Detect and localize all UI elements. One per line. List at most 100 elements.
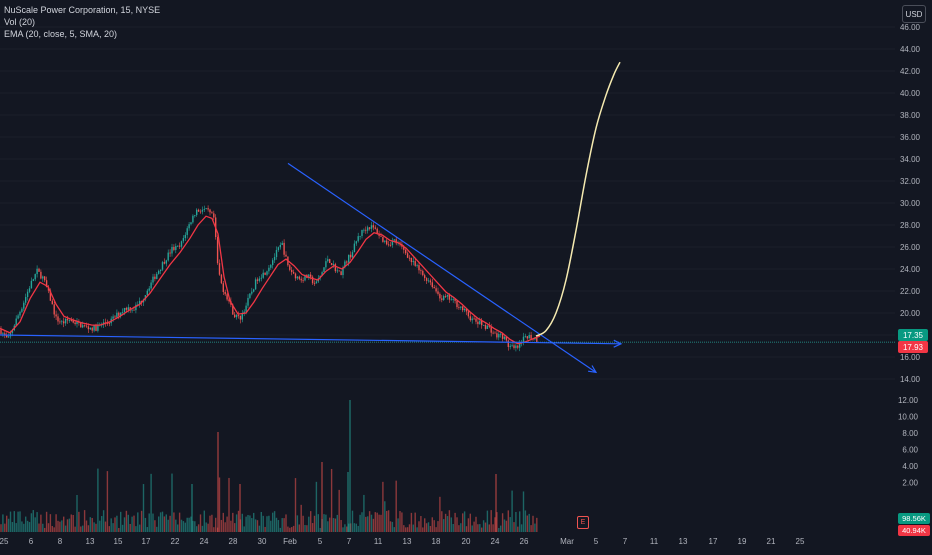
- time-tick-label: 26: [520, 537, 529, 546]
- candle-body: [513, 345, 515, 348]
- candle-body: [338, 270, 340, 272]
- time-axis[interactable]: 25 6 8 13 15 17 22 24 28 30 Feb 5 7 11 13 18 20 24 26 Mar 5 7…: [0, 537, 805, 546]
- candle-body: [45, 280, 48, 288]
- volume-bar: [137, 512, 139, 532]
- candle-body: [161, 262, 164, 270]
- candle-body: [213, 213, 215, 218]
- candle-body: [484, 324, 487, 329]
- price-tick-label: 32.00: [900, 177, 921, 186]
- ema-indicator-label[interactable]: EMA (20, close, 5, SMA, 20): [4, 29, 118, 39]
- volume-bar: [199, 514, 202, 532]
- volume-bar: [266, 516, 268, 532]
- candle-body: [515, 345, 517, 348]
- volume-spike: [349, 400, 351, 532]
- candle-body: [264, 272, 266, 275]
- candle-body: [150, 282, 152, 289]
- time-tick-label: 21: [767, 537, 776, 546]
- volume-bar: [251, 518, 253, 532]
- candle-body: [121, 312, 124, 313]
- symbol-title[interactable]: NuScale Power Corporation, 15, NYSE: [4, 5, 161, 15]
- candle-body: [135, 304, 137, 311]
- volume-bar: [427, 522, 430, 532]
- volume-bar: [196, 526, 198, 532]
- volume-bar: [102, 510, 105, 532]
- time-tick-label: 25: [0, 537, 9, 546]
- volume-bar: [462, 513, 464, 532]
- volume-bar: [450, 517, 452, 532]
- candle-body: [74, 322, 76, 325]
- candle-body: [376, 228, 378, 235]
- volume-bar: [209, 515, 211, 532]
- volume-bar: [492, 524, 494, 532]
- candle-body: [351, 252, 354, 258]
- volume-bar: [277, 520, 280, 532]
- candle-body: [254, 279, 257, 290]
- candle-body: [344, 261, 346, 268]
- candle-body: [32, 279, 34, 281]
- candle-body: [509, 345, 511, 347]
- candle-body: [2, 333, 4, 335]
- candle-body: [194, 215, 196, 216]
- volume-bar: [486, 510, 489, 532]
- volume-tick-label: 6.00: [902, 446, 918, 455]
- candle-body: [177, 245, 179, 247]
- candle-body: [315, 281, 318, 284]
- volume-bar: [444, 513, 447, 532]
- candle-body: [473, 318, 475, 320]
- projection-curve[interactable]: [535, 61, 621, 337]
- volume-bar: [140, 510, 143, 532]
- price-tick-label: 16.00: [900, 353, 921, 362]
- candle-body: [186, 228, 188, 235]
- volume-bar: [536, 517, 538, 532]
- volume-spike: [191, 484, 193, 532]
- candle-body: [507, 340, 509, 347]
- volume-bar: [300, 504, 302, 532]
- candle-body: [131, 309, 133, 311]
- volume-bar: [431, 517, 433, 532]
- volume-bar: [235, 514, 238, 532]
- volume-bar: [482, 520, 485, 532]
- volume-bar: [154, 520, 156, 532]
- volume-bar: [382, 481, 384, 532]
- volume-bar: [15, 523, 17, 532]
- candle-body: [23, 302, 25, 309]
- volume-bar: [279, 527, 281, 532]
- volume-bar: [131, 516, 133, 532]
- candle-body: [446, 294, 449, 297]
- candle-body: [427, 280, 430, 282]
- volume-bar: [228, 477, 230, 532]
- candle-body: [368, 227, 371, 229]
- candle-body: [152, 276, 154, 283]
- candle-body: [503, 336, 506, 339]
- candle-body: [205, 208, 207, 210]
- volume-bar: [112, 523, 114, 532]
- earnings-marker[interactable]: E: [577, 516, 589, 529]
- volume-bar: [182, 521, 185, 532]
- currency-button[interactable]: USD: [902, 5, 926, 23]
- candle-body: [224, 291, 226, 295]
- candle-body: [4, 333, 6, 335]
- candle-body: [357, 236, 359, 242]
- candle-body: [273, 257, 276, 261]
- volume-bar: [534, 523, 536, 532]
- volume-bar: [51, 526, 53, 532]
- trendline-support: [0, 334, 622, 345]
- candle-body: [325, 261, 327, 268]
- candle-body: [34, 274, 36, 280]
- volume-bar: [465, 526, 468, 532]
- volume-bar: [83, 510, 86, 532]
- volume-indicator-label[interactable]: Vol (20): [4, 17, 36, 27]
- candle-body: [169, 252, 171, 254]
- candle-body: [25, 296, 27, 303]
- candle-body: [321, 272, 323, 276]
- candle-body: [253, 289, 255, 292]
- candle-body: [11, 329, 14, 333]
- volume-bar: [313, 515, 316, 532]
- volume-bar: [479, 524, 481, 532]
- volume-bar: [133, 515, 135, 532]
- volume-bar: [348, 523, 350, 532]
- trendlines[interactable]: [0, 162, 623, 374]
- candle-body: [363, 229, 365, 231]
